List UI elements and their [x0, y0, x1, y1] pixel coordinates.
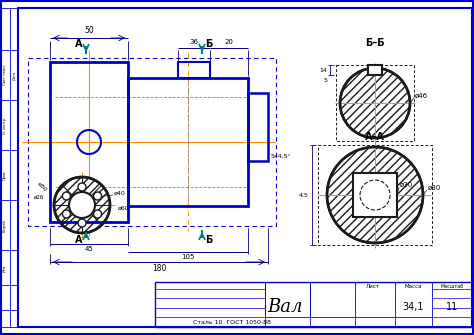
Text: Масса: Масса [404, 283, 422, 288]
Text: Н. контр.: Н. контр. [3, 117, 7, 134]
Text: Лист подп.: Лист подп. [3, 65, 7, 85]
Text: А: А [75, 39, 83, 49]
Text: Пров.: Пров. [3, 170, 7, 180]
Bar [155, 282, 472, 327]
Bar [368, 65, 382, 75]
Text: 5х4,5°: 5х4,5° [271, 153, 292, 158]
Circle shape [69, 192, 95, 218]
Bar [248, 93, 268, 161]
Bar [318, 145, 432, 245]
Text: 20: 20 [225, 39, 233, 45]
Circle shape [78, 219, 86, 227]
Text: ø30: ø30 [400, 182, 413, 188]
Text: Масштаб: Масштаб [440, 283, 464, 288]
Text: 50: 50 [84, 26, 94, 35]
Circle shape [63, 210, 71, 218]
Text: А: А [75, 235, 83, 245]
Circle shape [93, 192, 101, 200]
Text: Сталь 10  ГОСТ 1050-88: Сталь 10 ГОСТ 1050-88 [193, 321, 271, 326]
Text: Б: Б [205, 39, 213, 49]
Bar [28, 58, 276, 226]
Text: 180: 180 [152, 264, 166, 273]
Text: Вал: Вал [267, 298, 303, 316]
Text: 5: 5 [323, 77, 327, 82]
Text: Дата: Дата [12, 70, 16, 80]
Text: ø40: ø40 [114, 191, 126, 196]
Text: ø80: ø80 [428, 185, 441, 191]
Circle shape [327, 147, 423, 243]
Bar [353, 173, 397, 217]
Text: 14: 14 [319, 67, 327, 72]
Text: Изм.: Изм. [3, 264, 7, 272]
Text: Лист: Лист [366, 283, 380, 288]
Circle shape [340, 68, 410, 138]
Text: 105: 105 [182, 254, 195, 260]
Bar [128, 78, 248, 206]
Circle shape [78, 183, 86, 191]
Text: Разраб.: Разраб. [3, 218, 7, 232]
Circle shape [63, 192, 71, 200]
Text: Б: Б [205, 235, 213, 245]
Text: Б–Б: Б–Б [365, 38, 385, 48]
Text: 4,5: 4,5 [299, 193, 309, 198]
Text: ø46: ø46 [415, 93, 428, 99]
Text: 36: 36 [190, 39, 199, 45]
Text: 45: 45 [85, 246, 93, 252]
Text: А–А: А–А [365, 132, 385, 142]
Text: 11: 11 [446, 302, 458, 312]
Bar [50, 62, 128, 222]
Bar [336, 65, 414, 141]
Text: ø60: ø60 [118, 206, 129, 211]
Bar [178, 62, 210, 78]
Text: ø80: ø80 [36, 181, 48, 193]
Text: ø26: ø26 [34, 195, 44, 200]
Circle shape [93, 210, 101, 218]
Text: 34,1: 34,1 [402, 302, 424, 312]
Circle shape [54, 177, 110, 233]
